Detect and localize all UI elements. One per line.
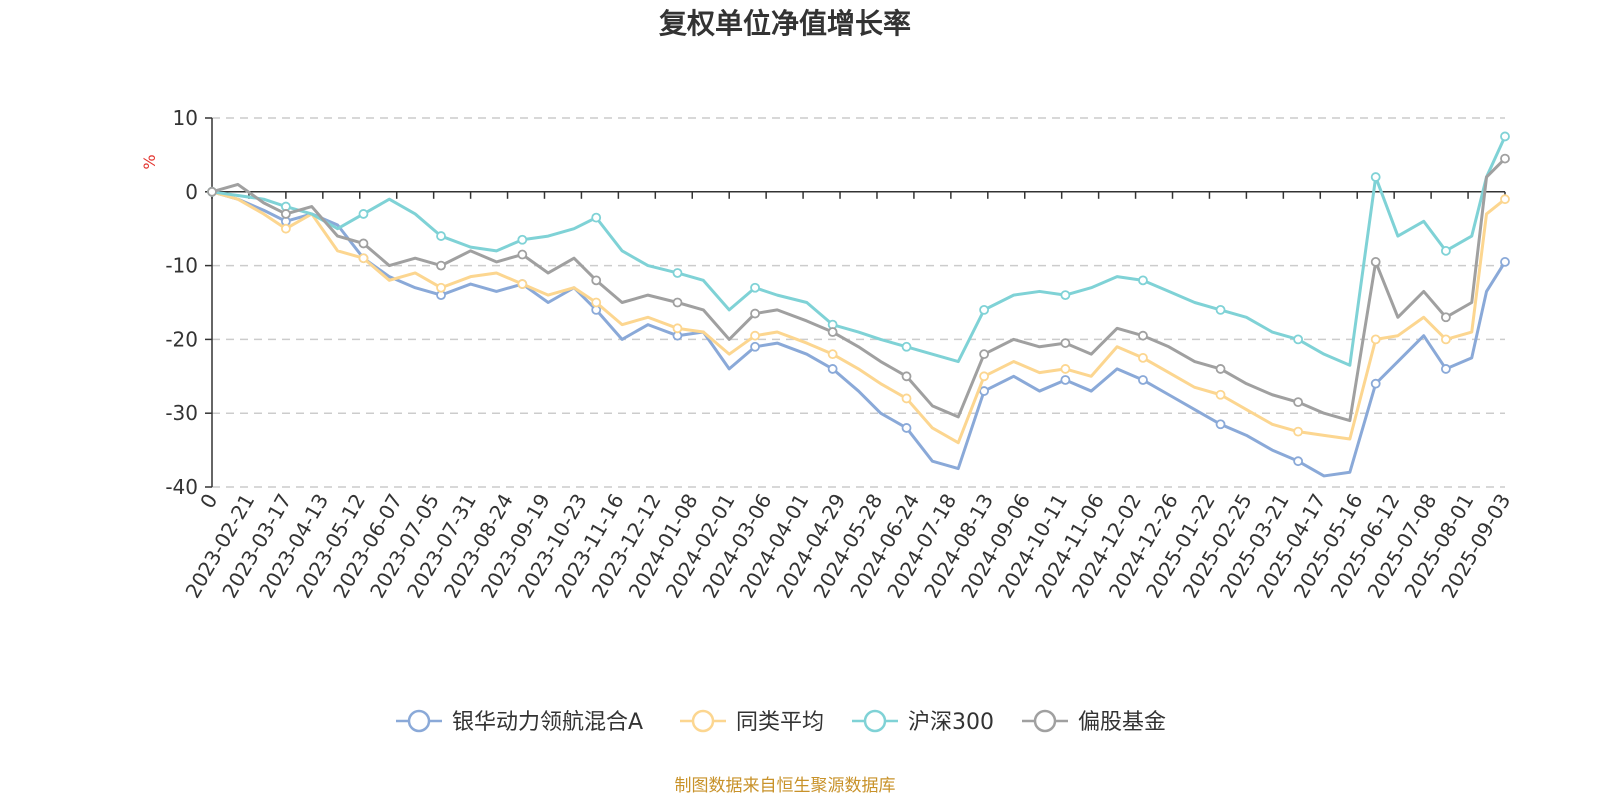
data-point <box>979 371 990 382</box>
legend-item[interactable]: 同类平均 <box>680 709 824 735</box>
data-point <box>591 275 602 286</box>
data-point <box>979 304 990 315</box>
data-point <box>436 282 446 293</box>
data-point <box>591 297 602 308</box>
data-point <box>750 330 760 341</box>
legend-marker-icon <box>691 709 715 733</box>
y-tick-label: -20 <box>165 327 198 351</box>
series-line <box>211 190 1506 445</box>
x-tick-label: 0 <box>195 490 222 513</box>
data-point <box>979 349 990 360</box>
data-point <box>827 327 838 337</box>
legend-label: 同类平均 <box>736 710 824 735</box>
data-point <box>358 253 369 264</box>
data-point <box>1215 419 1226 430</box>
data-point <box>1060 290 1071 301</box>
data-point <box>1215 389 1226 400</box>
data-source-note: 制图数据来自恒生聚源数据库 <box>675 776 896 796</box>
data-point <box>1440 312 1451 323</box>
legend: 银华动力领航混合A 同类平均 沪深300 偏股基金 <box>396 709 1166 735</box>
data-point <box>827 364 838 374</box>
series-3 <box>207 153 1510 423</box>
data-point <box>1293 334 1304 345</box>
data-point <box>1138 352 1148 363</box>
chart-title: 复权单位净值增长率 <box>659 7 911 40</box>
series-1 <box>207 186 1510 445</box>
legend-label: 偏股基金 <box>1078 710 1166 735</box>
x-axis: 02023-02-212023-03-172023-04-132023-05-1… <box>180 191 1515 602</box>
series-line <box>211 190 1507 478</box>
data-point <box>1060 338 1071 348</box>
data-point <box>1370 172 1381 182</box>
data-point <box>1370 257 1381 267</box>
data-point <box>1500 257 1510 267</box>
data-point <box>1138 275 1148 286</box>
data-point <box>1293 456 1304 467</box>
data-point <box>901 423 912 433</box>
data-point <box>1500 194 1510 205</box>
y-tick-label: -30 <box>165 401 198 425</box>
data-point <box>1215 364 1226 374</box>
y-tick-label: 0 <box>185 180 198 204</box>
data-point <box>280 223 291 234</box>
data-point <box>672 323 683 334</box>
legend-item[interactable]: 银华动力领航混合A <box>396 709 643 735</box>
data-point <box>1215 304 1226 315</box>
data-point <box>827 349 838 360</box>
y-axis-ticks: 10 0 -10 -20 -30 -40 <box>165 106 213 499</box>
data-point <box>1293 426 1304 437</box>
legend-label: 银华动力领航混合A <box>452 710 643 735</box>
y-tick-label: -40 <box>165 475 198 499</box>
data-point <box>672 268 683 278</box>
data-point <box>517 234 528 245</box>
data-point <box>1060 375 1071 385</box>
data-point <box>1500 153 1510 164</box>
data-point <box>358 209 369 219</box>
data-point <box>1440 334 1451 345</box>
legend-marker-icon <box>407 709 431 733</box>
data-point <box>436 231 446 241</box>
data-point <box>1440 245 1451 256</box>
series-line <box>211 157 1507 423</box>
data-point <box>436 260 446 271</box>
data-point <box>517 279 528 289</box>
data-point <box>750 282 760 293</box>
data-point <box>1370 334 1381 345</box>
y-tick-label: -10 <box>165 254 198 278</box>
data-point <box>901 341 912 352</box>
legend-label: 沪深300 <box>908 710 994 735</box>
data-point <box>1060 364 1071 374</box>
data-point <box>1370 378 1381 389</box>
data-point <box>979 386 990 396</box>
data-point <box>901 371 912 382</box>
y-tick-label: 10 <box>173 106 198 130</box>
grid-lines <box>212 117 1505 488</box>
data-point <box>750 308 760 319</box>
data-point <box>750 341 760 352</box>
data-point <box>901 393 912 404</box>
legend-marker-icon <box>863 709 887 733</box>
data-point <box>280 209 291 219</box>
data-point <box>1500 131 1510 142</box>
data-point <box>591 212 602 223</box>
data-point <box>1138 375 1148 385</box>
data-point <box>1138 330 1148 341</box>
data-point <box>672 297 683 308</box>
legend-item[interactable]: 偏股基金 <box>1022 709 1166 735</box>
data-point <box>358 238 369 249</box>
series-layer <box>207 131 1510 478</box>
series-line <box>211 135 1507 367</box>
data-point <box>517 249 528 260</box>
legend-marker-icon <box>1033 709 1057 733</box>
data-point <box>1440 364 1451 374</box>
y-axis-unit-label: % <box>140 154 159 169</box>
series-2 <box>207 131 1510 367</box>
legend-item[interactable]: 沪深300 <box>852 709 994 735</box>
data-point <box>1293 397 1304 408</box>
data-point <box>207 186 217 197</box>
